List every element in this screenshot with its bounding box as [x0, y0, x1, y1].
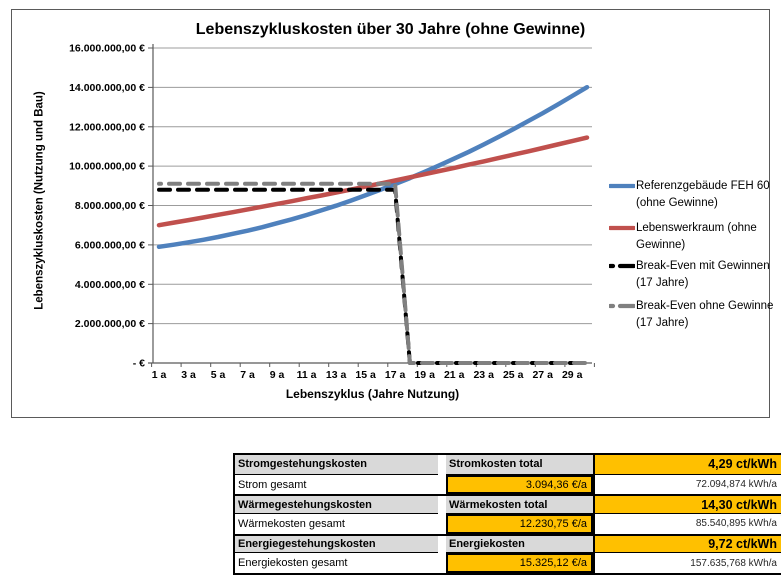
- table-euro-value-r3: 12.230,75 €/a: [446, 514, 593, 534]
- x-tick-label: 15 a: [355, 369, 376, 381]
- energy-cost-table: Stromgestehungskosten Stromkosten total 4,…: [233, 453, 781, 576]
- legend-label: Break-Even ohne Gewinne (17 Jahre): [636, 300, 774, 329]
- table-spacer: [438, 474, 446, 495]
- y-tick-label: 14.000.000,00 €: [69, 82, 145, 94]
- table-kwh-value-r1: 72.094,874 kWh/a: [593, 474, 781, 495]
- table-header-cell-r0-c0: Stromgestehungskosten: [235, 455, 438, 475]
- lifecycle-cost-chart: - € 2.000.000,00 € 4.000.000,00 € 6.000.000…: [11, 9, 773, 418]
- table-spacer: [438, 533, 446, 554]
- y-tick-label: 4.000.000,00 €: [75, 279, 145, 291]
- series-line-0: [156, 84, 590, 250]
- y-tick-label: 16.000.000,00 €: [69, 43, 145, 55]
- series-line-3: [157, 181, 589, 365]
- table-label-cell-r1: Strom gesamt: [235, 474, 438, 495]
- table-rate-value-r2: 14,30 ct/kWh: [593, 494, 781, 515]
- table-header-cell-r4-c0: Energiegestehungskosten: [235, 533, 438, 554]
- chart-plot-area: - € 2.000.000,00 € 4.000.000,00 € 6.000.000…: [69, 43, 595, 381]
- x-tick-label: 23 a: [473, 369, 494, 381]
- x-tick-label: 27 a: [532, 369, 553, 381]
- x-tick-label: 29 a: [562, 369, 583, 381]
- x-tick-label: 11 a: [297, 369, 317, 381]
- chart-legend: Referenzgebäude FEH 60 (ohne Gewinne) Lebe…: [609, 10, 781, 417]
- table-spacer: [438, 553, 446, 574]
- x-tick-label: 3 a: [181, 369, 196, 381]
- y-tick-label: 2.000.000,00 €: [75, 318, 145, 330]
- y-tick-label: 6.000.000,00 €: [75, 239, 145, 251]
- legend-marker-dashed-icon: [609, 263, 635, 269]
- x-tick-label: 13 a: [326, 369, 347, 381]
- table-header-cell-r0-c1: Stromkosten total: [446, 455, 593, 475]
- table-spacer: [438, 514, 446, 534]
- table-euro-value-r1: 3.094,36 €/a: [446, 474, 593, 495]
- y-tick-label: - €: [133, 358, 145, 370]
- y-tick-label: 10.000.000,00 €: [69, 161, 145, 173]
- table-rate-value-r4: 9,72 ct/kWh: [593, 533, 781, 554]
- x-tick-label: 19 a: [414, 369, 435, 381]
- table-label-cell-r5: Energiekosten gesamt: [235, 553, 438, 574]
- legend-label: Lebenswerkraum (ohne Gewinne): [636, 222, 757, 251]
- x-axis-title: Lebenszyklus (Jahre Nutzung): [285, 387, 460, 401]
- table-spacer: [438, 494, 446, 515]
- legend-marker-line-icon: [609, 225, 635, 231]
- x-tick-label: 21 a: [444, 369, 465, 381]
- x-tick-label: 9 a: [270, 369, 285, 381]
- table-kwh-value-r5: 157.635,768 kWh/a: [593, 553, 781, 574]
- legend-label: Referenzgebäude FEH 60 (ohne Gewinne): [636, 180, 770, 209]
- legend-item-0: Referenzgebäude FEH 60 (ohne Gewinne): [609, 178, 770, 212]
- x-tick-label: 17 a: [385, 369, 406, 381]
- chart-title: Lebenszykluskosten über 30 Jahre (ohne G…: [195, 21, 586, 38]
- y-tick-label: 12.000.000,00 €: [69, 121, 145, 133]
- table-spacer: [438, 455, 446, 475]
- table-header-cell-r2-c0: Wärmegestehungskosten: [235, 494, 438, 515]
- legend-marker-dashed-icon: [609, 303, 635, 309]
- y-tick-label: 8.000.000,00 €: [75, 200, 145, 212]
- x-tick-label: 25 a: [503, 369, 524, 381]
- x-tick-label: 1 a: [152, 369, 167, 381]
- table-header-cell-r2-c1: Wärmekosten total: [446, 494, 593, 515]
- legend-marker-line-icon: [609, 183, 635, 189]
- x-tick-label: 5 a: [211, 369, 226, 381]
- legend-item-3: Break-Even ohne Gewinne (17 Jahre): [609, 298, 773, 332]
- legend-label: Break-Even mit Gewinnen (17 Jahre): [636, 260, 770, 289]
- x-tick-label: 7 a: [240, 369, 255, 381]
- table-euro-value-r5: 15.325,12 €/a: [446, 553, 593, 574]
- table-label-cell-r3: Wärmekosten gesamt: [235, 514, 438, 534]
- table-kwh-value-r3: 85.540,895 kWh/a: [593, 514, 781, 534]
- legend-item-1: Lebenswerkraum (ohne Gewinne): [609, 220, 757, 254]
- series-line-1: [156, 135, 590, 228]
- legend-item-2: Break-Even mit Gewinnen (17 Jahre): [609, 258, 770, 292]
- table-rate-value-r0: 4,29 ct/kWh: [593, 455, 781, 475]
- table-header-cell-r4-c1: Energiekosten: [446, 533, 593, 554]
- y-axis-title: Lebenszykluskosten (Nutzung und Bau): [33, 91, 46, 310]
